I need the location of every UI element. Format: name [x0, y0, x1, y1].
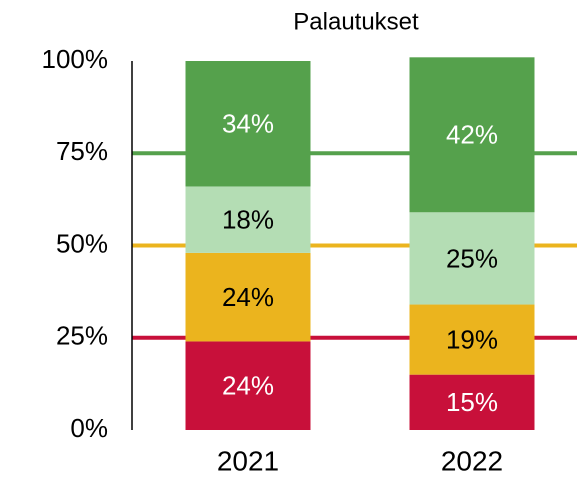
- data-label: 24%: [222, 371, 274, 401]
- x-tick-label: 2021: [217, 445, 279, 476]
- y-tick-label: 25%: [56, 321, 108, 351]
- data-label: 42%: [446, 120, 498, 150]
- data-label: 34%: [222, 109, 274, 139]
- bar-segment: [409, 304, 535, 375]
- bar-segment: [185, 252, 311, 342]
- data-label: 18%: [222, 205, 274, 235]
- bar-segment: [409, 212, 535, 305]
- y-tick-label: 0%: [70, 413, 108, 443]
- bar-segment: [185, 186, 311, 253]
- y-tick-label: 100%: [42, 44, 109, 74]
- y-tick-label: 75%: [56, 136, 108, 166]
- data-label: 15%: [446, 387, 498, 417]
- bar-segment: [409, 57, 535, 213]
- chart-title: Palautukset: [293, 8, 419, 35]
- data-label: 25%: [446, 243, 498, 273]
- bar-segment: [185, 341, 311, 430]
- bar-segment: [409, 374, 535, 430]
- y-tick-label: 50%: [56, 228, 108, 258]
- bar-segment: [185, 61, 311, 187]
- x-tick-label: 2022: [441, 445, 503, 476]
- data-label: 19%: [446, 324, 498, 354]
- data-label: 24%: [222, 282, 274, 312]
